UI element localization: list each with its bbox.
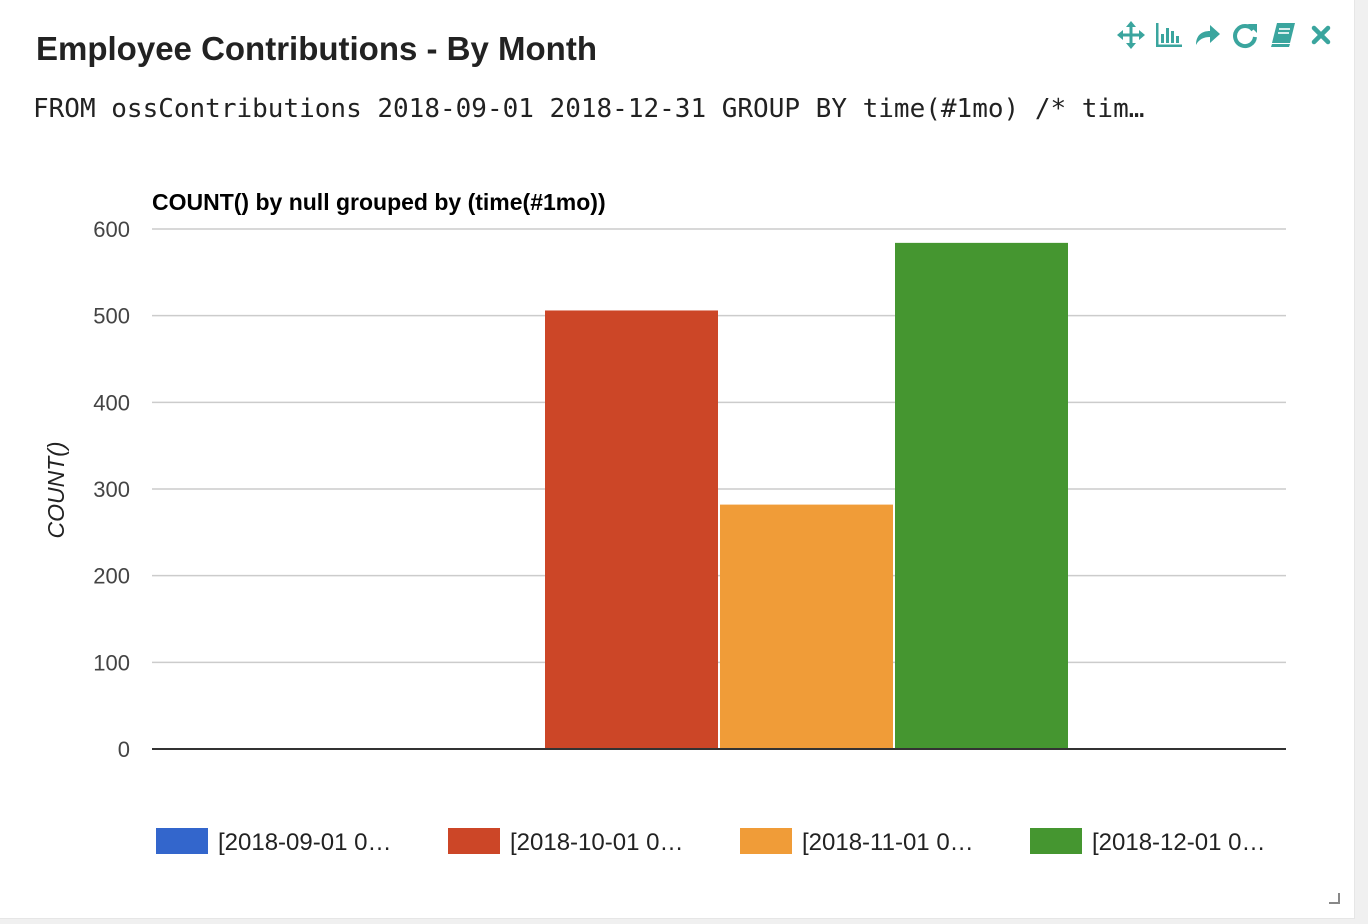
y-tick-labels: 0 100 200 300 400 500 600 xyxy=(93,217,130,762)
legend-label[interactable]: [2018-12-01 0… xyxy=(1092,829,1265,856)
legend-label[interactable]: [2018-09-01 0… xyxy=(218,829,391,856)
close-icon[interactable] xyxy=(1306,20,1336,50)
legend-swatch[interactable] xyxy=(1030,828,1082,854)
bar[interactable] xyxy=(720,504,893,749)
legend-swatch[interactable] xyxy=(156,828,208,854)
y-tick-label: 0 xyxy=(118,737,130,762)
legend-label[interactable]: [2018-10-01 0… xyxy=(510,829,683,856)
legend-swatch[interactable] xyxy=(448,828,500,854)
legend-swatch[interactable] xyxy=(740,828,792,854)
move-icon[interactable] xyxy=(1116,20,1146,50)
query-text[interactable]: FROM ossContributions 2018-09-01 2018-12… xyxy=(33,94,1145,124)
share-icon[interactable] xyxy=(1192,20,1222,50)
legend: [2018-09-01 0… [2018-10-01 0… [2018-11-01 … xyxy=(156,828,1265,856)
grid-lines xyxy=(152,228,1286,664)
y-tick-label: 300 xyxy=(93,477,130,502)
widget-toolbar xyxy=(1116,20,1336,50)
y-tick-label: 400 xyxy=(93,390,130,415)
refresh-icon[interactable] xyxy=(1230,20,1260,50)
chart-title: COUNT() by null grouped by (time(#1mo)) xyxy=(152,189,606,215)
y-axis-label: COUNT() xyxy=(43,441,69,538)
y-tick-label: 500 xyxy=(93,304,130,329)
notebook-icon[interactable] xyxy=(1268,20,1298,50)
y-tick-label: 600 xyxy=(93,217,130,242)
legend-label[interactable]: [2018-11-01 0… xyxy=(802,829,974,856)
bars xyxy=(545,242,1068,749)
resize-handle-icon[interactable] xyxy=(1328,892,1340,904)
bar[interactable] xyxy=(895,242,1068,749)
bar-chart-icon[interactable] xyxy=(1154,20,1184,50)
y-tick-label: 100 xyxy=(93,650,130,675)
bar[interactable] xyxy=(545,310,718,749)
y-tick-label: 200 xyxy=(93,564,130,589)
page-title: Employee Contributions - By Month xyxy=(36,30,597,67)
